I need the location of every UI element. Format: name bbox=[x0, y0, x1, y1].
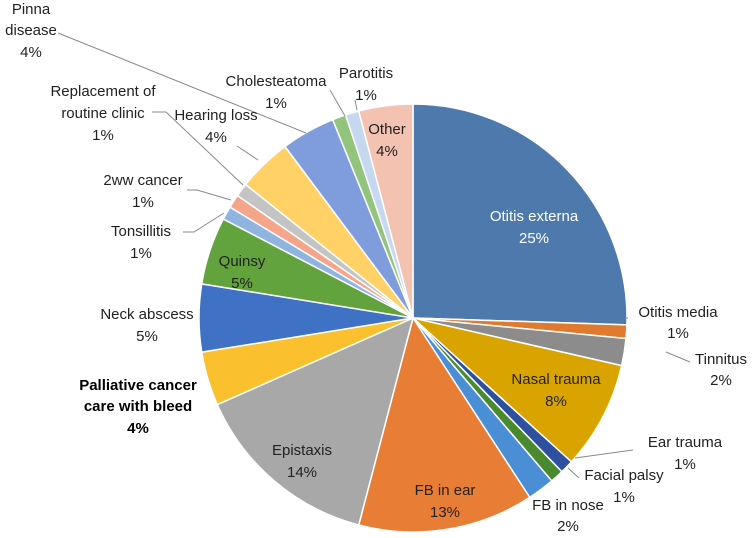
leader-cholesteatoma bbox=[329, 89, 346, 117]
label-parotitis: Parotitis bbox=[339, 65, 393, 82]
label-fb-in-nose: FB in nose bbox=[532, 497, 604, 514]
pct-replacement: 1% bbox=[92, 127, 114, 144]
label-2ww-cancer: 2ww cancer bbox=[103, 172, 182, 189]
pct-palliative: 4% bbox=[127, 420, 149, 437]
pct-pinna: 4% bbox=[20, 44, 42, 61]
label-otitis-media: Otitis media bbox=[638, 304, 718, 321]
pie-slice-other bbox=[357, 103, 414, 319]
pct-2ww-cancer: 1% bbox=[132, 194, 154, 211]
label-cholesteatoma: Cholesteatoma bbox=[226, 73, 328, 90]
pct-otitis-media: 1% bbox=[667, 325, 689, 342]
pie-slices bbox=[198, 103, 628, 533]
label-replacement-line1: Replacement of bbox=[50, 83, 156, 100]
label-hearing-loss: Hearing loss bbox=[174, 107, 257, 124]
pct-otitis-externa: 25% bbox=[519, 230, 549, 247]
label-other: Other bbox=[368, 121, 406, 138]
leader-hearing-loss bbox=[236, 145, 259, 161]
label-ear-trauma: Ear trauma bbox=[648, 434, 723, 451]
pct-neck-abscess: 5% bbox=[136, 328, 158, 345]
pie-slice-fb-in-ear bbox=[357, 316, 531, 533]
pct-tonsillitis: 1% bbox=[130, 245, 152, 262]
label-pinna-line1: Pinna bbox=[12, 1, 51, 18]
label-epistaxis: Epistaxis bbox=[272, 442, 332, 459]
label-palliative-line2: care with bleed bbox=[84, 398, 192, 415]
leader-lines bbox=[57, 32, 691, 479]
pct-facial-palsy: 1% bbox=[613, 489, 635, 506]
label-replacement-line2: routine clinic bbox=[61, 105, 145, 122]
pct-cholesteatoma: 1% bbox=[265, 95, 287, 112]
pct-quinsy: 5% bbox=[231, 275, 253, 292]
leader-tonsillitis bbox=[183, 212, 225, 233]
label-quinsy: Quinsy bbox=[219, 253, 266, 270]
leader-replacement bbox=[152, 111, 244, 186]
leader-facial-palsy bbox=[567, 467, 580, 479]
pct-other: 4% bbox=[376, 143, 398, 160]
pct-fb-in-nose: 2% bbox=[557, 518, 579, 535]
leader-parotitis bbox=[354, 99, 358, 111]
pct-fb-in-ear: 13% bbox=[430, 504, 460, 521]
label-facial-palsy: Facial palsy bbox=[584, 467, 664, 484]
label-neck-abscess: Neck abscess bbox=[100, 306, 193, 323]
pct-ear-trauma: 1% bbox=[674, 456, 696, 473]
pie-slice-otitis-externa bbox=[412, 103, 628, 326]
pie-slice-nasal-trauma bbox=[410, 316, 623, 463]
pct-nasal-trauma: 8% bbox=[545, 393, 567, 410]
pct-hearing-loss: 4% bbox=[205, 129, 227, 146]
leader-tinnitus bbox=[665, 351, 691, 363]
leader-pinna bbox=[57, 32, 307, 134]
leader-ear-trauma bbox=[574, 449, 634, 459]
label-tonsillitis: Tonsillitis bbox=[111, 223, 171, 240]
pct-parotitis: 1% bbox=[355, 87, 377, 104]
label-palliative-line1: Palliative cancer bbox=[79, 377, 197, 394]
label-otitis-externa: Otitis externa bbox=[490, 208, 579, 225]
pct-tinnitus: 2% bbox=[710, 372, 732, 389]
label-pinna-line2: disease bbox=[5, 22, 57, 39]
leader-2ww bbox=[187, 189, 232, 201]
pie-slice-epistaxis bbox=[216, 316, 415, 526]
label-tinnitus: Tinnitus bbox=[695, 351, 747, 368]
label-nasal-trauma: Nasal trauma bbox=[511, 371, 601, 388]
label-fb-in-ear: FB in ear bbox=[415, 482, 476, 499]
pct-epistaxis: 14% bbox=[287, 464, 317, 481]
